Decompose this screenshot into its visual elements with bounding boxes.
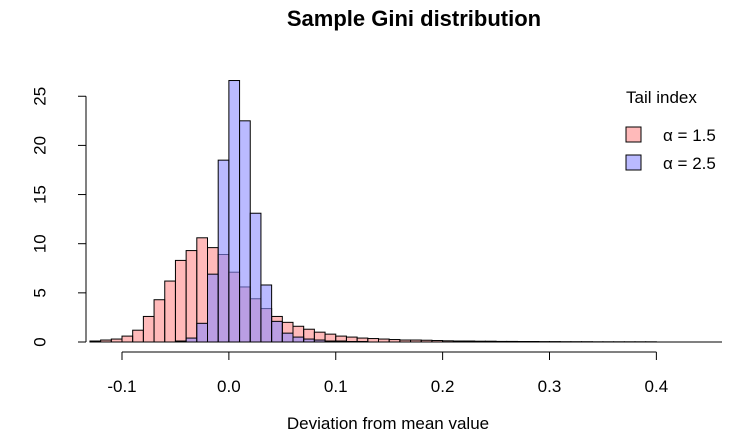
x-axis: -0.1 0.0 0.1 0.2 0.3 0.4	[107, 351, 669, 396]
x-axis-title: Deviation from mean value	[287, 414, 489, 433]
y-tick-label: 25	[31, 87, 50, 106]
histogram-bar	[121, 335, 134, 343]
histogram-bar	[292, 336, 305, 343]
y-tick-label: 0	[31, 337, 50, 346]
histogram-bar	[207, 273, 219, 343]
x-tick-label: 0.1	[324, 377, 348, 396]
legend-swatch-alpha-2.5	[625, 154, 642, 171]
histogram-bar	[174, 259, 187, 343]
histogram-bar	[249, 212, 262, 343]
histogram-bar	[260, 284, 273, 343]
histogram-bar	[367, 338, 379, 343]
histogram-bar	[164, 280, 176, 343]
histogram-bar	[185, 250, 198, 343]
chart-title: Sample Gini distribution	[287, 6, 541, 31]
legend-swatch-alpha-1.5	[625, 126, 642, 143]
x-tick-label: 0.3	[538, 377, 562, 396]
histogram-bar	[239, 120, 251, 343]
x-tick-label: -0.1	[107, 377, 136, 396]
x-tick-label: 0.2	[431, 377, 455, 396]
histogram-bar	[132, 329, 144, 343]
histogram-bar	[228, 80, 241, 343]
histogram-bar	[153, 299, 166, 343]
legend: Tail index α = 1.5 α = 2.5	[625, 88, 716, 173]
bars-series-alpha-2.5	[174, 80, 369, 343]
y-tick-label: 10	[31, 234, 50, 253]
histogram-bar	[196, 322, 208, 343]
x-tick-label: 0.4	[645, 377, 669, 396]
legend-label-alpha-1.5: α = 1.5	[663, 126, 716, 145]
y-tick-label: 15	[31, 185, 50, 204]
histogram-bar	[281, 332, 294, 343]
histogram-bar	[271, 320, 283, 343]
bars-series-alpha-1.5	[89, 237, 657, 343]
y-axis: 0 5 10 15 20 25	[31, 87, 87, 347]
histogram-bar	[217, 159, 230, 343]
y-tick-label: 5	[31, 288, 50, 297]
legend-title: Tail index	[626, 88, 697, 107]
x-tick-label: 0.0	[217, 377, 241, 396]
y-tick-label: 20	[31, 136, 50, 155]
histogram-bar	[142, 315, 155, 343]
histogram-bar	[185, 337, 198, 343]
legend-label-alpha-2.5: α = 2.5	[663, 154, 716, 173]
